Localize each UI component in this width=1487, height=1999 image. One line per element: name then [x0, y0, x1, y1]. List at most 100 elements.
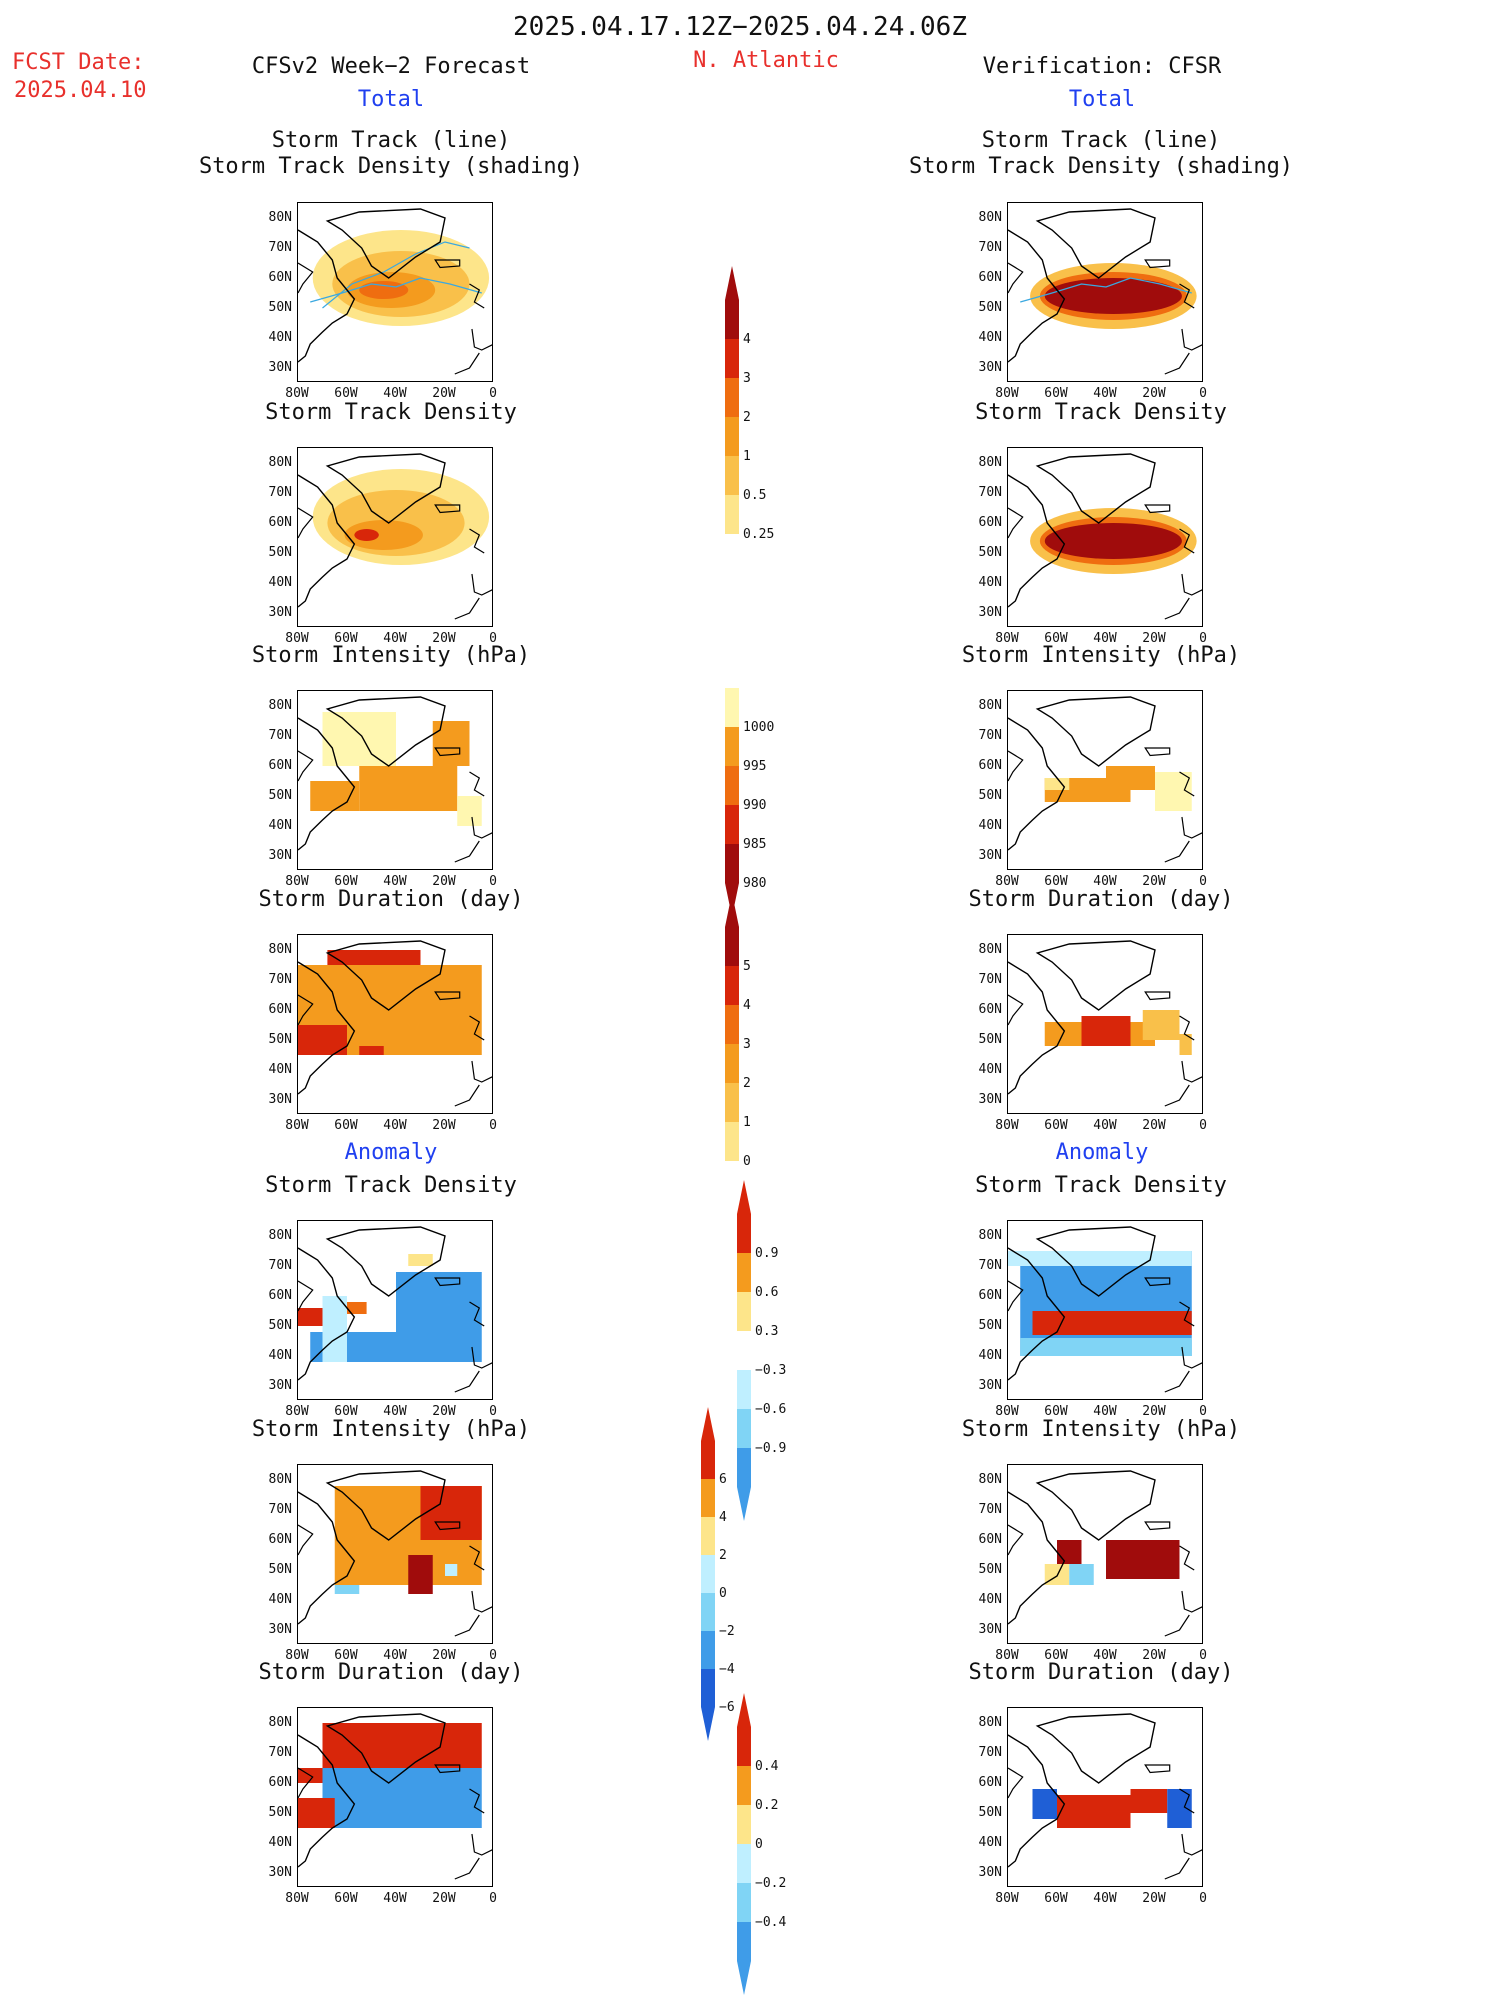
right-lat-label: 50N	[978, 788, 1002, 803]
duration-total-colorbar-label: 4	[743, 998, 751, 1013]
right-lat-label: 80N	[978, 210, 1002, 225]
right-lon-label: 80W	[995, 386, 1019, 401]
intensity-anom-colorbar	[701, 1407, 715, 1745]
left-lon-label: 80W	[285, 1891, 309, 1906]
left-lon-label: 40W	[383, 1118, 407, 1133]
left-panel-6-title-0: Storm Duration (day)	[258, 1660, 524, 1685]
right-lon-label: 40W	[1093, 1648, 1117, 1663]
right-lon-label: 0	[1199, 1404, 1207, 1419]
duration-anom-colorbar-label: 0.2	[755, 1798, 779, 1813]
density-total-colorbar-label: 4	[743, 332, 751, 347]
left-lat-label: 60N	[268, 1002, 292, 1017]
left-lon-label: 0	[489, 1118, 497, 1133]
right-map-svg-2	[1008, 696, 1202, 863]
left-panel-3-title-0: Storm Duration (day)	[258, 887, 524, 912]
left-lat-label: 60N	[268, 758, 292, 773]
left-lon-label: 0	[489, 631, 497, 646]
right-lat-label: 30N	[978, 360, 1002, 375]
left-lon-label: 60W	[334, 1891, 358, 1906]
right-map-panel-4	[1007, 1220, 1203, 1400]
right-lat-label: 70N	[978, 240, 1002, 255]
right-lon-label: 40W	[1093, 874, 1117, 889]
right-lat-label: 30N	[978, 605, 1002, 620]
left-panel-4-title-0: Storm Track Density	[265, 1173, 517, 1198]
right-panel-0-title-0: Storm Track (line)	[981, 128, 1221, 153]
right-map-panel-0	[1007, 202, 1203, 382]
density-anom-colorbar-label: 0.9	[755, 1246, 779, 1261]
left-lon-label: 80W	[285, 874, 309, 889]
left-lat-label: 30N	[268, 360, 292, 375]
left-lon-label: 40W	[383, 874, 407, 889]
left-lat-label: 80N	[268, 698, 292, 713]
right-lon-label: 80W	[995, 1404, 1019, 1419]
right-map-svg-3	[1008, 940, 1202, 1107]
left-lon-label: 60W	[334, 1404, 358, 1419]
left-lat-label: 50N	[268, 300, 292, 315]
left-lon-label: 0	[489, 1891, 497, 1906]
right-map-panel-5	[1007, 1464, 1203, 1644]
left-map-panel-0	[297, 202, 493, 382]
right-lon-label: 40W	[1093, 1118, 1117, 1133]
right-lon-label: 60W	[1044, 631, 1068, 646]
left-map-svg-5	[298, 1470, 492, 1637]
right-lat-label: 50N	[978, 545, 1002, 560]
right-lat-label: 40N	[978, 330, 1002, 345]
left-lon-label: 80W	[285, 1648, 309, 1663]
right-map-svg-4	[1008, 1226, 1202, 1393]
left-lon-label: 0	[489, 386, 497, 401]
right-lon-label: 20W	[1142, 1648, 1166, 1663]
duration-anom-colorbar-label: −0.4	[755, 1915, 787, 1930]
intensity-total-colorbar-label: 1000	[743, 720, 775, 735]
left-lat-label: 70N	[268, 1258, 292, 1273]
right-lat-label: 30N	[978, 1865, 1002, 1880]
left-map-svg-0	[298, 208, 492, 375]
right-anomaly-label: Anomaly	[1055, 1140, 1149, 1165]
duration-anom-colorbar	[737, 1693, 751, 1999]
right-lat-label: 50N	[978, 1562, 1002, 1577]
intensity-total-colorbar	[725, 688, 739, 921]
right-lat-label: 80N	[978, 942, 1002, 957]
right-panel-3-title-0: Storm Duration (day)	[968, 887, 1234, 912]
right-lon-label: 0	[1199, 631, 1207, 646]
left-lon-label: 40W	[383, 1648, 407, 1663]
left-panel-5-title-0: Storm Intensity (hPa)	[251, 1417, 531, 1442]
density-total-colorbar-label: 3	[743, 371, 751, 386]
right-lat-label: 70N	[978, 728, 1002, 743]
density-anom-colorbar-label: −0.3	[755, 1363, 787, 1378]
left-lat-label: 40N	[268, 1062, 292, 1077]
right-lat-label: 40N	[978, 818, 1002, 833]
left-lon-label: 40W	[383, 386, 407, 401]
right-lon-label: 20W	[1142, 1891, 1166, 1906]
duration-anom-colorbar-label: −0.2	[755, 1876, 787, 1891]
right-lon-label: 60W	[1044, 874, 1068, 889]
left-lat-label: 70N	[268, 240, 292, 255]
left-lat-label: 70N	[268, 972, 292, 987]
density-total-colorbar-label: 1	[743, 449, 751, 464]
right-lat-label: 60N	[978, 1288, 1002, 1303]
right-lat-label: 40N	[978, 1062, 1002, 1077]
left-lat-label: 80N	[268, 1228, 292, 1243]
right-lon-label: 0	[1199, 1891, 1207, 1906]
left-map-svg-6	[298, 1713, 492, 1880]
right-lon-label: 20W	[1142, 874, 1166, 889]
intensity-anom-colorbar-label: −2	[719, 1624, 735, 1639]
right-lat-label: 70N	[978, 485, 1002, 500]
left-panel-0-title-0: Storm Track (line)	[271, 128, 511, 153]
right-lat-label: 70N	[978, 1258, 1002, 1273]
left-lon-label: 20W	[432, 874, 456, 889]
right-total-label: Total	[1068, 87, 1136, 112]
right-lat-label: 30N	[978, 1622, 1002, 1637]
right-lat-label: 70N	[978, 972, 1002, 987]
duration-total-colorbar-label: 0	[743, 1154, 751, 1169]
left-panel-0-title-1: Storm Track Density (shading)	[198, 154, 584, 179]
right-lat-label: 70N	[978, 1502, 1002, 1517]
left-lat-label: 50N	[268, 1562, 292, 1577]
left-lon-label: 0	[489, 1404, 497, 1419]
region-label: N. Atlantic	[693, 48, 839, 73]
left-lat-label: 70N	[268, 485, 292, 500]
left-lat-label: 60N	[268, 270, 292, 285]
left-panel-2-title-0: Storm Intensity (hPa)	[251, 643, 531, 668]
duration-total-colorbar	[725, 893, 739, 1165]
density-anom-colorbar-label: 0.3	[755, 1324, 779, 1339]
left-lat-label: 30N	[268, 1092, 292, 1107]
